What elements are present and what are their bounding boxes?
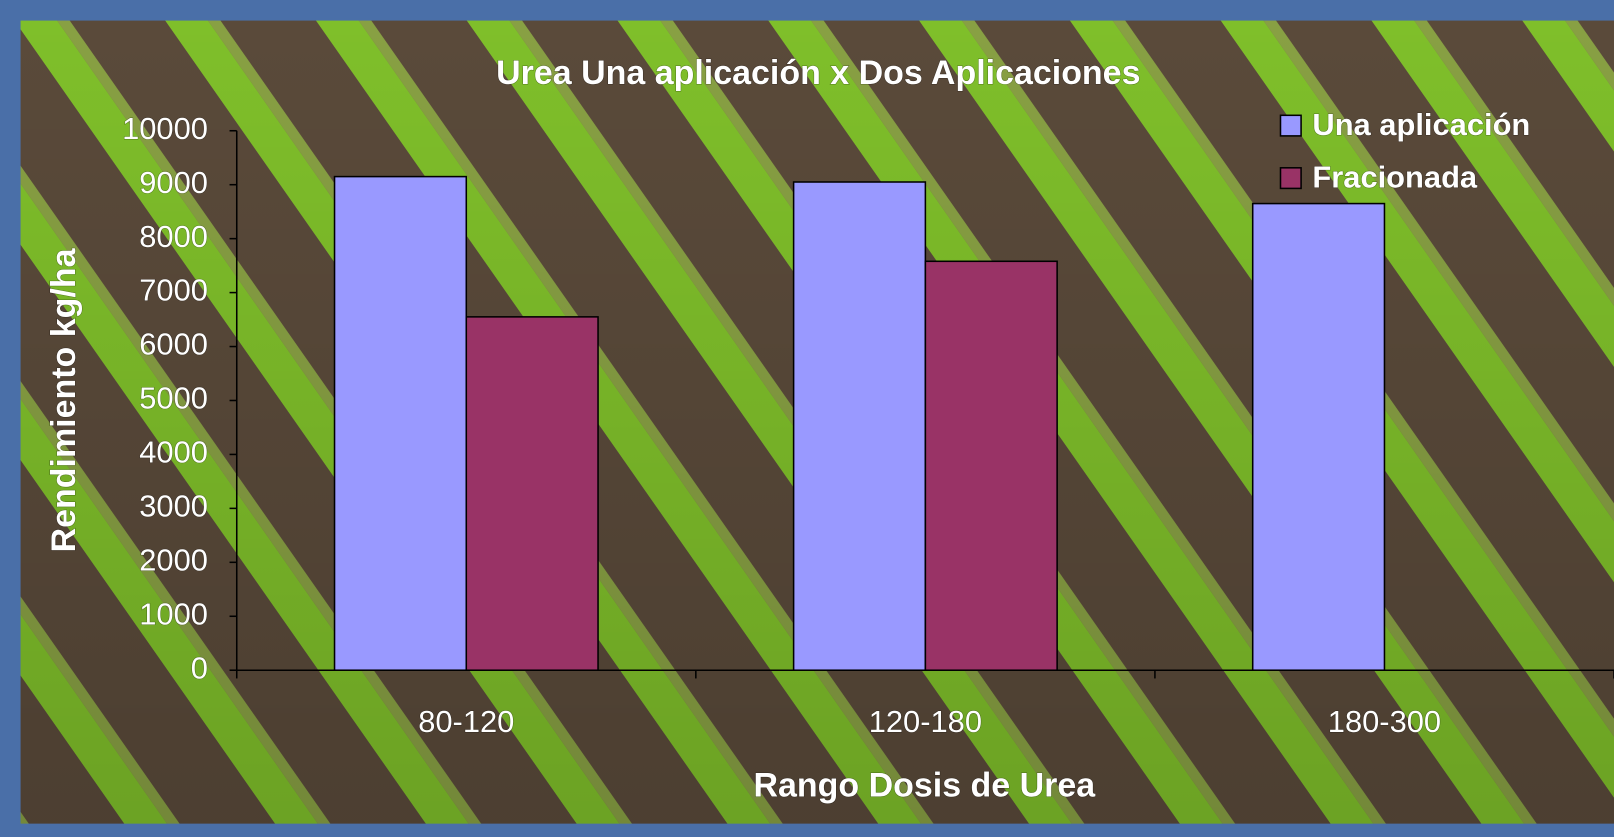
y-axis-label: Rendimiento kg/ha: [45, 247, 83, 552]
y-tick-label: 6000: [139, 327, 208, 362]
x-tick-label: 120-180: [869, 704, 982, 739]
x-tick-label: 180-300: [1328, 704, 1441, 739]
legend-swatch: [1279, 114, 1302, 137]
y-tick-label: 4000: [139, 435, 208, 470]
legend-label: Una aplicación: [1312, 107, 1530, 142]
chart-title: Urea Una aplicación x Dos Aplicaciones: [496, 54, 1140, 92]
y-tick-label: 3000: [139, 489, 208, 524]
y-tick-label: 8000: [139, 219, 208, 254]
legend-swatch: [1279, 167, 1302, 190]
y-tick-label: 10000: [122, 111, 208, 146]
y-tick-label: 5000: [139, 381, 208, 416]
x-tick-label: 80-120: [418, 704, 514, 739]
y-tick-label: 2000: [139, 542, 208, 577]
bar: [1251, 202, 1386, 671]
bar: [924, 260, 1058, 671]
legend-label: Fracionada: [1312, 159, 1478, 194]
bar: [792, 181, 927, 671]
y-tick-label: 0: [191, 650, 208, 685]
y-tick-label: 7000: [139, 273, 208, 308]
y-tick-label: 1000: [139, 596, 208, 631]
bar: [465, 316, 599, 671]
bar: [333, 175, 468, 671]
y-tick-label: 9000: [139, 165, 208, 200]
x-axis-label: Rango Dosis de Urea: [754, 767, 1097, 805]
